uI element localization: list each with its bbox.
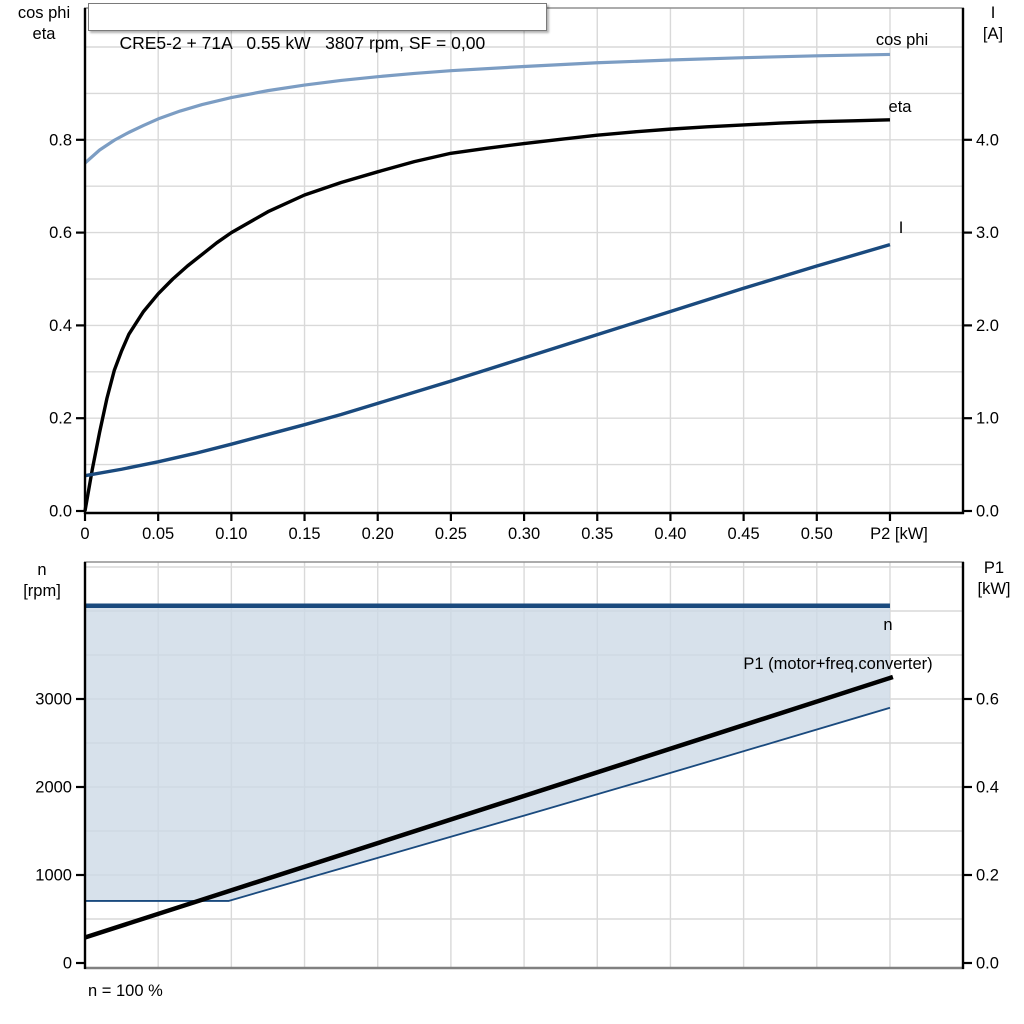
left-tick-label: 0.2 bbox=[49, 410, 72, 428]
x-axis-title: P2 [kW] bbox=[870, 525, 928, 543]
curve-label-eta: eta bbox=[889, 98, 913, 116]
right-tick-label: 4.0 bbox=[976, 131, 999, 149]
x-tick-label: 0.15 bbox=[288, 525, 320, 543]
axis-label-eta: eta bbox=[32, 25, 56, 43]
left-tick-label: 0.4 bbox=[49, 317, 72, 335]
right-tick-label: 0.4 bbox=[976, 779, 999, 797]
speed-range-band bbox=[85, 605, 890, 901]
top-right-axis-label: I [A] bbox=[966, 3, 1020, 45]
left-tick-label: 0.8 bbox=[49, 131, 72, 149]
chart-title-box: CRE5-2 + 71A 0.55 kW 3807 rpm, SF = 0,00 bbox=[88, 3, 547, 53]
x-tick-label: 0.30 bbox=[508, 525, 540, 543]
curve-label-i: I bbox=[899, 219, 904, 237]
left-tick-label: 0.6 bbox=[49, 224, 72, 242]
axis-label-speed: n bbox=[37, 561, 47, 579]
x-tick-label: 0.35 bbox=[581, 525, 613, 543]
axis-label-current-unit: [A] bbox=[982, 25, 1004, 43]
x-tick-label: 0 bbox=[80, 525, 89, 543]
right-tick-label: 3.0 bbox=[976, 224, 999, 242]
series-p1-motor-freq-converter bbox=[84, 674, 894, 940]
top-left-axis-label: cos phi eta bbox=[6, 3, 82, 45]
axis-label-cos-phi: cos phi bbox=[17, 4, 71, 22]
x-tick-label: 0.05 bbox=[142, 525, 174, 543]
right-tick-label: 0.2 bbox=[976, 867, 999, 885]
axis-label-current: I bbox=[990, 4, 996, 22]
gridlines bbox=[85, 8, 963, 513]
x-tick-label: 0.40 bbox=[654, 525, 686, 543]
curve-label-cos-phi: cos phi bbox=[876, 31, 928, 49]
left-tick-label: 3000 bbox=[35, 691, 72, 709]
x-tick-label: 0.10 bbox=[215, 525, 247, 543]
left-tick-label: 2000 bbox=[35, 779, 72, 797]
x-tick-label: 0.50 bbox=[801, 525, 833, 543]
right-tick-label: 2.0 bbox=[976, 317, 999, 335]
left-tick-label: 0 bbox=[63, 955, 72, 973]
right-tick-label: 1.0 bbox=[976, 410, 999, 428]
top-chart: 0.0 0.2 0.4 0.6 0.8 0.0 1.0 2.0 3.0 4.0 0 0.05 0.10 0… bbox=[49, 7, 999, 543]
series-n-min bbox=[85, 706, 891, 902]
chart-title: CRE5-2 + 71A 0.55 kW 3807 rpm, SF = 0,00 bbox=[119, 33, 486, 53]
x-tick-label: 0.25 bbox=[435, 525, 467, 543]
left-tick-label: 0.0 bbox=[49, 503, 72, 521]
axis-label-p1-unit: [kW] bbox=[977, 580, 1011, 598]
axis-label-p1: P1 bbox=[983, 559, 1005, 577]
bottom-left-axis-label: n [rpm] bbox=[2, 560, 82, 602]
right-tick-label: 0.6 bbox=[976, 691, 999, 709]
speed-footnote: n = 100 % bbox=[88, 982, 163, 1000]
bottom-chart: 0 1000 2000 3000 0.0 0.2 0.4 0.6 n P1 (motor+freq… bbox=[35, 561, 999, 973]
x-tick-label: 0.45 bbox=[728, 525, 760, 543]
bottom-right-axis-label: P1 [kW] bbox=[966, 558, 1022, 600]
x-tick-label: 0.20 bbox=[362, 525, 394, 543]
series-i bbox=[84, 243, 891, 478]
right-tick-label: 0.0 bbox=[976, 955, 999, 973]
left-tick-label: 1000 bbox=[35, 867, 72, 885]
series-cos-phi bbox=[83, 52, 891, 165]
axis-label-speed-unit: [rpm] bbox=[23, 582, 61, 600]
curve-label-p1-motor-freq-converter: P1 (motor+freq.converter) bbox=[743, 655, 932, 673]
curve-label-n: n bbox=[883, 616, 892, 634]
right-tick-label: 0.0 bbox=[976, 503, 999, 521]
series-eta bbox=[83, 118, 891, 512]
